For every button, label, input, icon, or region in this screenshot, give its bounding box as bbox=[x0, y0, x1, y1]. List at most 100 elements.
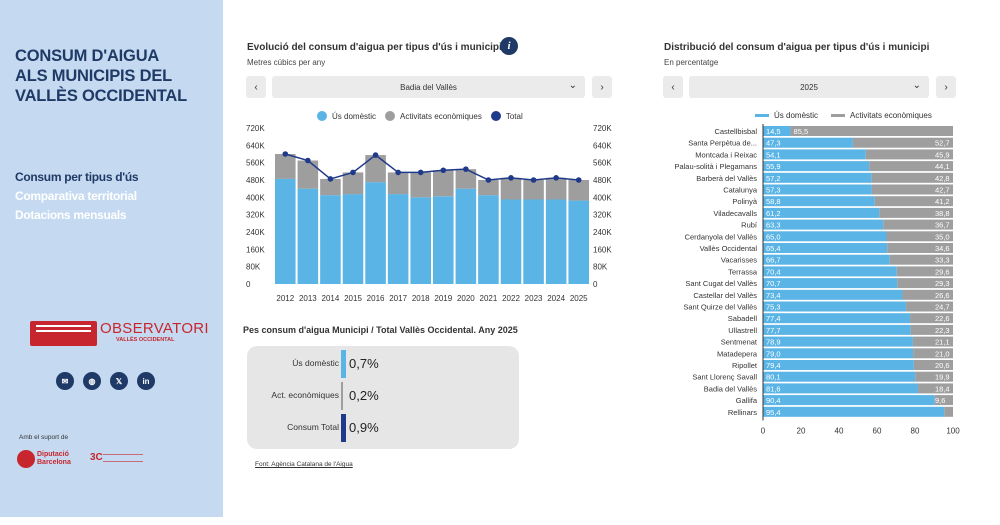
web-icon[interactable]: ◍ bbox=[83, 372, 101, 390]
category-label: Badia del Vallès bbox=[704, 384, 757, 393]
bar-economic bbox=[944, 406, 953, 417]
data-label-domestic: 58,8 bbox=[766, 197, 781, 206]
total-point bbox=[508, 175, 514, 181]
bar-domestic bbox=[763, 126, 791, 136]
municipality-select[interactable]: Badia del Vallès ⌄ bbox=[272, 76, 585, 98]
bar-domestic bbox=[763, 243, 888, 253]
bar-economic bbox=[455, 169, 477, 189]
nav-dotacions-mensuals[interactable]: Dotacions mensuals bbox=[15, 208, 127, 222]
y-tick-label-right: 320K bbox=[593, 211, 612, 220]
data-label-domestic: 57,3 bbox=[766, 186, 781, 195]
x-tick-label: 2015 bbox=[344, 294, 362, 303]
data-label-domestic: 70,7 bbox=[766, 279, 781, 288]
x-icon[interactable]: 𝕏 bbox=[110, 372, 128, 390]
data-label-economic: 85,5 bbox=[794, 127, 809, 136]
bar-domestic bbox=[763, 231, 887, 242]
total-point bbox=[440, 167, 447, 174]
bar-domestic bbox=[763, 149, 866, 160]
data-label-economic: 29,6 bbox=[935, 267, 950, 276]
category-label: Castellbisbal bbox=[714, 127, 757, 136]
data-label-economic: 24,7 bbox=[935, 303, 950, 312]
bar-economic bbox=[897, 278, 953, 289]
bar-economic bbox=[915, 371, 953, 382]
bar-economic bbox=[275, 154, 296, 179]
data-label-domestic: 55,9 bbox=[766, 162, 781, 171]
y-tick-label-right: 400K bbox=[593, 193, 612, 202]
y-tick-label-right: 480K bbox=[593, 176, 612, 185]
evolution-legend: Ús domèstic Activitats econòmiques Total bbox=[317, 111, 523, 121]
bar-domestic bbox=[763, 172, 872, 183]
prev-year-button[interactable]: ‹ bbox=[663, 76, 683, 98]
data-label-economic: 41,2 bbox=[935, 197, 950, 206]
bar-economic bbox=[500, 177, 522, 200]
bar-economic bbox=[865, 149, 953, 160]
category-label: Vallès Occidental bbox=[700, 244, 758, 253]
data-label-economic: 29,3 bbox=[935, 279, 950, 288]
category-label: Vacarisses bbox=[721, 256, 757, 265]
data-label-economic: 38,8 bbox=[935, 209, 950, 218]
bar-domestic bbox=[763, 196, 875, 207]
bar-domestic bbox=[763, 289, 903, 300]
x-tick-label: 2012 bbox=[276, 294, 294, 303]
total-point bbox=[327, 176, 334, 182]
category-label: Sant Llorenç Savall bbox=[692, 373, 757, 382]
category-label: Montcada i Reixac bbox=[695, 150, 757, 159]
kpi-row-total: Consum Total 0,9% bbox=[247, 414, 519, 442]
total-point bbox=[553, 175, 559, 181]
category-label: Catalunya bbox=[723, 186, 758, 195]
x-tick-label: 2013 bbox=[299, 294, 317, 303]
kpi-value-domestic: 0,7% bbox=[349, 356, 379, 371]
prev-municipality-button[interactable]: ‹ bbox=[246, 76, 266, 98]
consell-comarcal-logo bbox=[30, 321, 97, 346]
x-tick-label: 2023 bbox=[525, 294, 543, 303]
kpi-bar-total bbox=[341, 414, 346, 442]
sidebar: CONSUM D'AIGUA ALS MUNICIPIS DEL VALLÈS … bbox=[0, 0, 223, 517]
y-tick-label-left: 560K bbox=[246, 159, 265, 168]
next-municipality-button[interactable]: › bbox=[592, 76, 612, 98]
data-label-economic: 35,0 bbox=[935, 232, 950, 241]
bar-domestic bbox=[763, 278, 898, 289]
y-tick-label-left: 400K bbox=[246, 193, 265, 202]
data-label-domestic: 79,4 bbox=[766, 361, 781, 370]
bar-economic bbox=[297, 160, 319, 189]
info-icon[interactable]: i bbox=[500, 37, 518, 55]
email-icon[interactable]: ✉ bbox=[56, 372, 74, 390]
year-select[interactable]: 2025 ⌄ bbox=[689, 76, 929, 98]
bar-economic bbox=[913, 360, 953, 370]
bar-economic bbox=[790, 126, 953, 136]
bar-domestic bbox=[763, 336, 913, 347]
nav-comparativa-territorial[interactable]: Comparativa territorial bbox=[15, 189, 137, 203]
next-year-button[interactable]: › bbox=[936, 76, 956, 98]
bar-economic bbox=[320, 178, 341, 196]
category-label: Ullastrell bbox=[728, 326, 757, 335]
bar-economic bbox=[410, 172, 431, 198]
data-label-economic: 18,4 bbox=[935, 384, 950, 393]
observatori-logo-sub: VALLÈS OCCIDENTAL bbox=[116, 337, 175, 343]
category-label: Cerdanyola del Vallès bbox=[685, 232, 758, 241]
chevron-down-icon: ⌄ bbox=[912, 80, 921, 91]
bar-economic bbox=[918, 383, 953, 394]
bar-economic bbox=[869, 161, 953, 172]
total-point bbox=[485, 177, 492, 183]
data-label-domestic: 65,4 bbox=[766, 244, 781, 253]
distribution-chart-subtitle: En percentatge bbox=[664, 58, 719, 67]
y-tick-label-right: 240K bbox=[593, 228, 612, 237]
kpi-value-total: 0,9% bbox=[349, 420, 379, 435]
kpi-label-domestic: Ús domèstic bbox=[292, 358, 339, 368]
bar-economic bbox=[910, 313, 953, 324]
bar-domestic bbox=[320, 195, 341, 284]
x-tick-label: 2025 bbox=[570, 294, 588, 303]
bar-domestic bbox=[433, 196, 454, 284]
data-label-economic: 36,7 bbox=[935, 221, 950, 230]
x-tick-label: 80 bbox=[911, 427, 920, 436]
linkedin-icon[interactable]: in bbox=[137, 372, 155, 390]
evolution-chart: 0 0 80K 80K 160K 160K 240K 240K 320K 320K 400K 400K… bbox=[246, 124, 612, 303]
bar-economic bbox=[886, 231, 953, 242]
kpi-row-domestic: Ús domèstic 0,7% bbox=[247, 350, 519, 378]
bar-domestic bbox=[342, 194, 364, 284]
nav-consum-per-tipus[interactable]: Consum per tipus d'ús bbox=[15, 170, 139, 184]
category-label: Matadepera bbox=[717, 349, 758, 358]
source-link[interactable]: Font: Agència Catalana de l'Aigua bbox=[255, 461, 353, 468]
data-label-domestic: 65,0 bbox=[766, 232, 781, 241]
legend-label-economic: Activitats econòmiques bbox=[400, 111, 482, 121]
